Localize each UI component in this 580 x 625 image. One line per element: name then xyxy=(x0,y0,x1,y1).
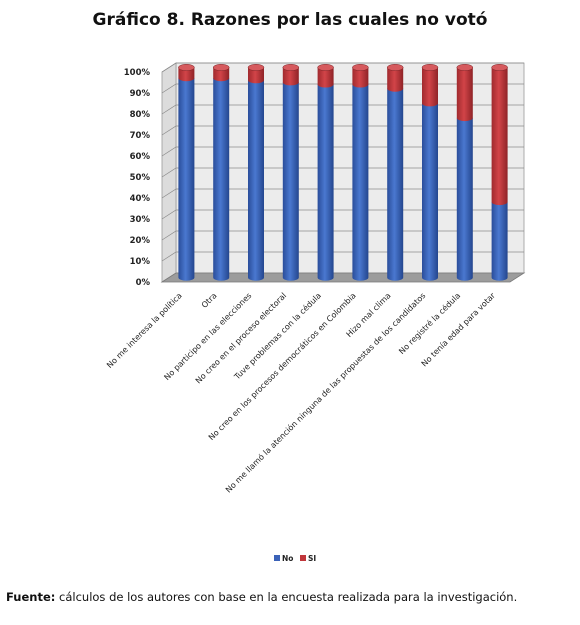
legend-label-no: No xyxy=(282,554,293,563)
legend-label-si: SI xyxy=(308,554,316,563)
bars xyxy=(178,64,508,281)
bar-stack xyxy=(421,64,439,281)
gridline xyxy=(161,209,524,220)
legend-swatch-si xyxy=(300,555,306,561)
bar-stack xyxy=(491,64,508,281)
bar-top-cap xyxy=(178,64,195,71)
bar-segment-no xyxy=(491,201,508,281)
x-tick-label: No me interesa la política xyxy=(105,291,184,370)
source-text: cálculos de los autores con base en la e… xyxy=(55,590,518,604)
bar-stack xyxy=(386,64,404,281)
bar-stack xyxy=(212,64,230,281)
legend: No SI xyxy=(274,554,316,563)
bar-segment-no xyxy=(178,78,195,281)
y-tick-label: 40% xyxy=(130,194,151,204)
bar-segment-no xyxy=(422,103,438,281)
x-tick-label: No tenía edad para votar xyxy=(420,291,498,369)
bar-top-cap xyxy=(352,64,369,71)
y-tick-label: 70% xyxy=(130,131,151,141)
bar-segment-si xyxy=(456,67,473,122)
chart-title: Gráfico 8. Razones por las cuales no vot… xyxy=(92,10,488,30)
gridline xyxy=(161,83,524,94)
y-tick-label: 50% xyxy=(130,173,151,183)
y-tick-label: 20% xyxy=(130,236,151,246)
bar-top-cap xyxy=(317,64,334,71)
bar-top-cap xyxy=(212,64,230,71)
bar-top-cap xyxy=(386,64,404,71)
y-tick-label: 100% xyxy=(124,68,151,78)
bar-segment-no xyxy=(456,117,473,281)
source-label: Fuente: xyxy=(6,590,56,604)
bar-segment-no xyxy=(213,78,230,281)
y-tick-label: 0% xyxy=(136,278,151,288)
bar-segment-si xyxy=(317,67,334,88)
bar-segment-si xyxy=(387,67,404,92)
source-note: Fuente: cálculos de los autores con base… xyxy=(6,590,517,604)
y-tick-label: 30% xyxy=(130,215,151,225)
x-tick-label: No registré la cédula xyxy=(397,290,463,356)
bar-top-cap xyxy=(456,64,474,71)
bar-stack xyxy=(247,64,265,281)
bar-stack xyxy=(456,64,474,281)
bar-segment-si xyxy=(213,67,230,82)
bar-segment-si xyxy=(178,67,195,82)
bar-segment-no xyxy=(317,84,334,281)
y-tick-label: 60% xyxy=(130,152,151,162)
gridline xyxy=(161,167,524,178)
y-axis: 0% 10% 20% 30% 40% 50% 60% 70% 80% 90% 100% xyxy=(124,68,151,288)
bar-stack xyxy=(317,64,334,281)
y-tick-label: 10% xyxy=(130,257,151,267)
bar-stack xyxy=(282,64,300,281)
bar-segment-si xyxy=(491,67,508,206)
bar-top-cap xyxy=(282,64,300,71)
gridline xyxy=(161,146,524,157)
bar-stack xyxy=(352,64,369,281)
x-tick-label: Otra xyxy=(200,291,219,310)
gridline xyxy=(161,125,524,136)
bar-top-cap xyxy=(421,64,439,71)
legend-swatch-no xyxy=(274,555,280,561)
gridline xyxy=(161,188,524,199)
y-tick-label: 90% xyxy=(130,89,151,99)
bar-top-cap xyxy=(491,64,508,71)
gridline xyxy=(161,251,524,262)
bar-segment-si xyxy=(352,67,369,88)
bar-segment-no xyxy=(248,80,264,281)
grid-lines xyxy=(161,62,524,262)
y-tick-label: 80% xyxy=(130,110,151,120)
gridline xyxy=(161,230,524,241)
gridline xyxy=(161,62,524,73)
bar-segment-no xyxy=(282,82,299,281)
bar-segment-si xyxy=(282,67,299,86)
bar-top-cap xyxy=(247,64,265,71)
bar-segment-no xyxy=(352,84,369,281)
bar-segment-no xyxy=(387,88,404,281)
bar-segment-si xyxy=(248,67,264,84)
bar-stack xyxy=(178,64,195,281)
gridline xyxy=(161,104,524,115)
bar-segment-si xyxy=(422,67,438,107)
